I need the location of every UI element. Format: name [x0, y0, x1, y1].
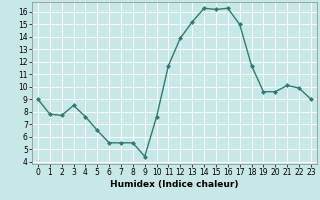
- X-axis label: Humidex (Indice chaleur): Humidex (Indice chaleur): [110, 180, 239, 189]
